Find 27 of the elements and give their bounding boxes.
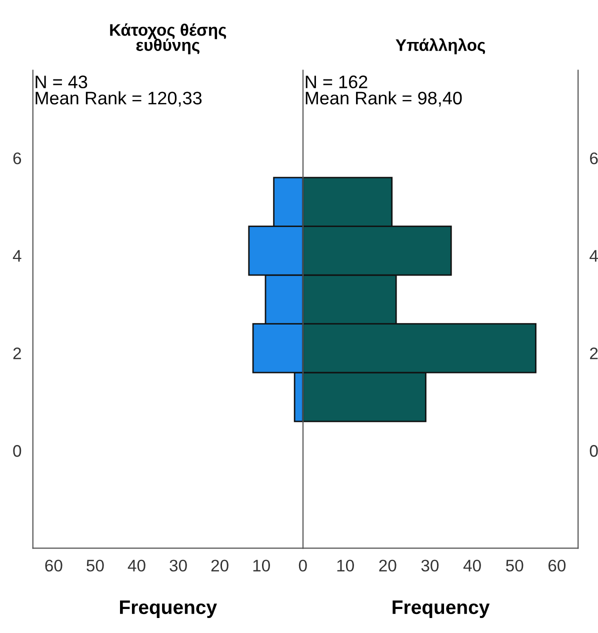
x-tick-label: 20 [211, 560, 228, 572]
x-axis-title: Frequency [120, 600, 217, 618]
x-tick-label: 30 [421, 560, 439, 572]
annotation: N = 43 Mean Rank = 120,33 [36, 76, 202, 107]
x-tick-label: 40 [463, 560, 481, 572]
x-tick-label: 0 [298, 560, 307, 572]
x-tick-label: 40 [128, 560, 146, 572]
x-tick-label: 10 [337, 560, 354, 572]
x-tick-label: 20 [379, 560, 396, 572]
y-tick-label: 0 [13, 445, 22, 457]
annotation: N = 162 Mean Rank = 98,40 [306, 76, 462, 107]
y-tick-label: 4 [590, 250, 598, 262]
chart-title: Κάτοχος θέσης ευθύνης [110, 23, 226, 54]
x-tick-label: 50 [86, 560, 104, 572]
y-tick-label: 0 [590, 445, 598, 457]
x-tick-label: 60 [45, 560, 62, 572]
y-tick-label: 6 [13, 152, 22, 164]
x-tick-label: 50 [506, 560, 524, 572]
x-axis-title: Frequency [392, 600, 490, 618]
x-tick-label: 60 [548, 560, 566, 572]
chart-title: Υπάλληλος [396, 38, 486, 54]
y-tick-label: 2 [590, 348, 598, 360]
y-tick-label: 2 [13, 348, 21, 360]
y-tick-label: 4 [12, 250, 22, 262]
y-tick-label: 6 [590, 152, 598, 164]
x-tick-label: 10 [253, 560, 270, 572]
x-tick-label: 30 [170, 560, 187, 572]
